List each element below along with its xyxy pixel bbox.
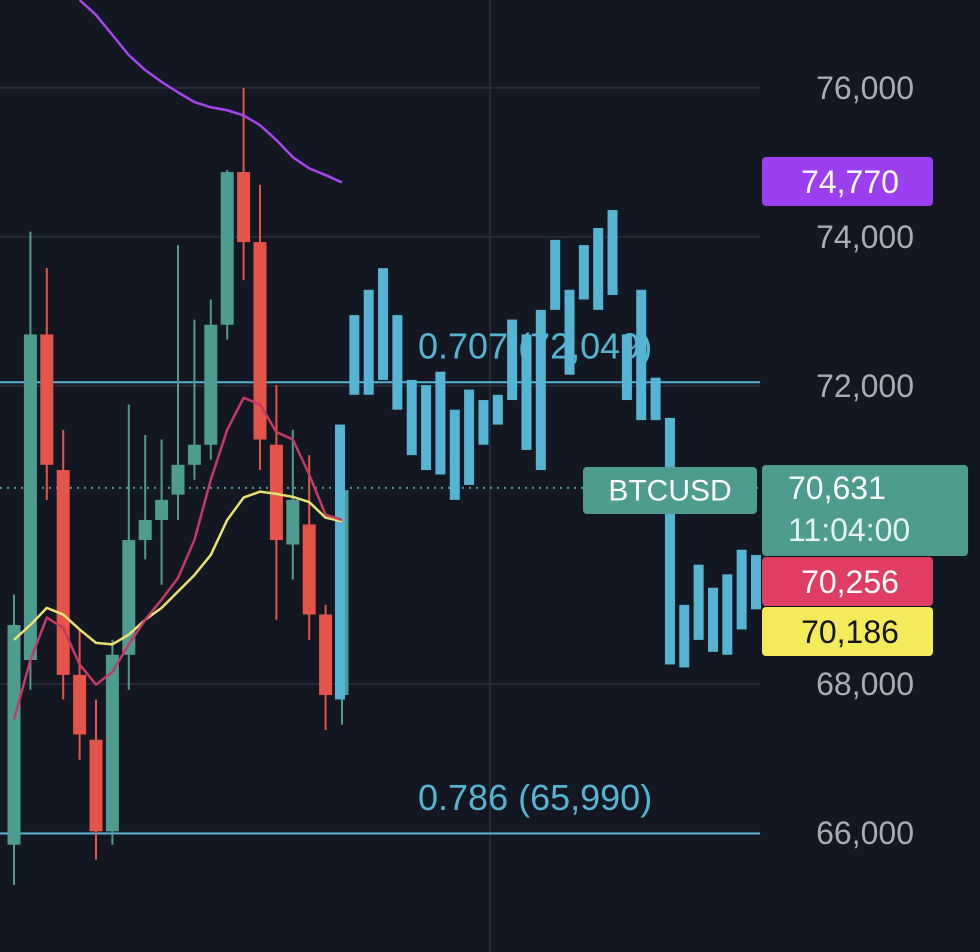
symbol-box — [583, 467, 757, 514]
price-labels: 74,770 70,256 70,186 70,631 11:04:00 BTCUSD — [583, 157, 968, 656]
candle-body — [237, 172, 251, 243]
countdown-label: 11:04:00 — [788, 512, 910, 548]
price-label-box — [762, 157, 933, 206]
grid: 0.707 (72,049) 0.786 (65,990) — [0, 86, 760, 835]
projection-bar — [521, 334, 532, 450]
moving-average-line — [12, 396, 343, 720]
y-tick-label: 68,000 — [816, 666, 914, 702]
current-price-box — [762, 465, 968, 556]
y-tick-label: 76,000 — [816, 70, 914, 106]
candle-body — [73, 674, 87, 735]
candle-body — [269, 444, 283, 541]
projection-bar — [593, 227, 604, 310]
projection-bar — [507, 319, 518, 401]
candle-body — [171, 464, 185, 495]
projection-bar — [636, 289, 647, 421]
candle-body — [286, 499, 300, 545]
projection-bar — [392, 315, 403, 410]
price-axis: 66,000 68,000 72,000 74,000 76,000 — [816, 70, 914, 851]
projection-bar — [736, 549, 747, 630]
projection-bar — [535, 309, 546, 471]
candle-body — [319, 614, 333, 696]
projection-bar — [722, 574, 733, 655]
candle-body — [253, 242, 267, 440]
fib-label: 0.786 (65,990) — [418, 777, 652, 818]
candle-body — [7, 624, 21, 845]
y-tick-label: 66,000 — [816, 815, 914, 851]
price-label: 70,186 — [801, 614, 899, 650]
projection-bar — [464, 389, 475, 485]
projection-bar — [478, 400, 489, 445]
moving-average-line — [13, 490, 343, 646]
projection-bar — [421, 385, 432, 471]
projection-bar — [679, 604, 690, 668]
projection-bar — [492, 394, 503, 425]
projection-bar — [363, 289, 374, 395]
projection-bar — [435, 371, 446, 475]
projection-bar — [550, 239, 561, 310]
candle-body — [23, 334, 37, 660]
projection-bar — [707, 587, 718, 652]
candle-body — [89, 739, 103, 832]
projection-bar — [693, 564, 704, 640]
candle-body — [302, 524, 316, 615]
candle-body — [187, 444, 201, 465]
projection-bar — [607, 210, 618, 295]
projection-bar — [664, 417, 675, 665]
price-label-box — [762, 607, 933, 656]
projection-bar — [449, 409, 460, 500]
projection-bar — [378, 268, 389, 380]
candle-body — [56, 470, 70, 675]
candle-body — [138, 519, 152, 541]
price-label-box — [762, 557, 933, 606]
price-label: 74,770 — [801, 164, 899, 200]
projection-bar — [578, 245, 589, 300]
projection-bar — [650, 377, 661, 421]
projection-bar — [564, 289, 575, 375]
plot-area — [7, 0, 761, 885]
y-tick-label: 72,000 — [816, 368, 914, 404]
candle-body — [204, 324, 218, 445]
projection-bar — [349, 315, 360, 395]
price-label: 70,256 — [801, 564, 899, 600]
projection-bar — [751, 554, 761, 610]
moving-average-line — [78, 0, 343, 184]
candle-body — [40, 334, 54, 465]
candle-body — [105, 654, 119, 832]
projection-bar — [406, 379, 417, 456]
symbol-label: BTCUSD — [608, 475, 731, 508]
y-tick-label: 74,000 — [816, 219, 914, 255]
projection-bar — [621, 334, 632, 401]
candle-body — [122, 540, 136, 655]
candle-body — [220, 172, 234, 325]
fib-label: 0.707 (72,049) — [418, 326, 652, 367]
current-price-label: 70,631 — [788, 470, 886, 506]
candle-body — [155, 499, 169, 520]
projection-bar — [335, 424, 345, 700]
